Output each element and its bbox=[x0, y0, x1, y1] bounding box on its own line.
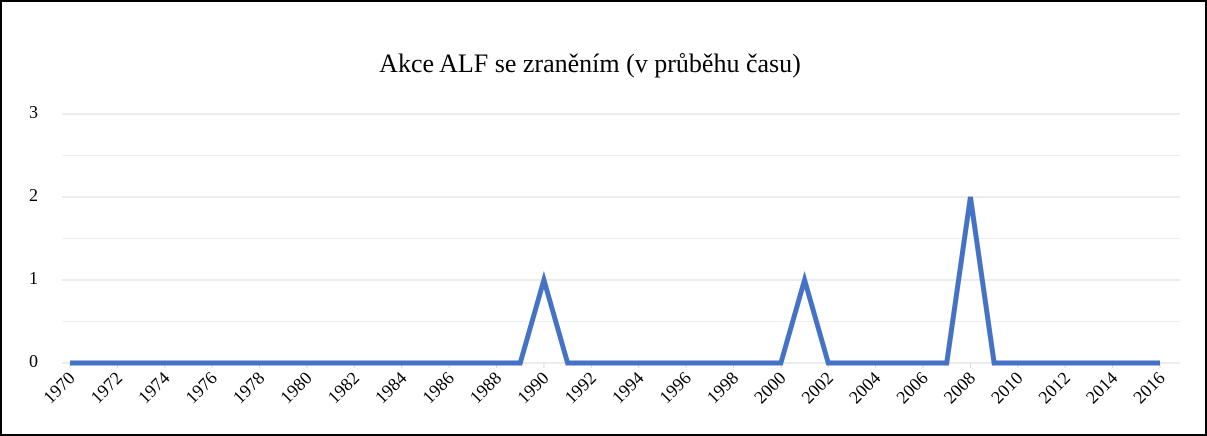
y-tick-label: 0 bbox=[29, 351, 38, 371]
chart-title: Akce ALF se zraněním (v průběhu času) bbox=[379, 49, 801, 78]
y-tick-label: 3 bbox=[29, 102, 38, 122]
y-tick-label: 2 bbox=[29, 185, 38, 205]
line-series bbox=[70, 196, 1160, 366]
y-tick-label: 1 bbox=[29, 268, 38, 288]
